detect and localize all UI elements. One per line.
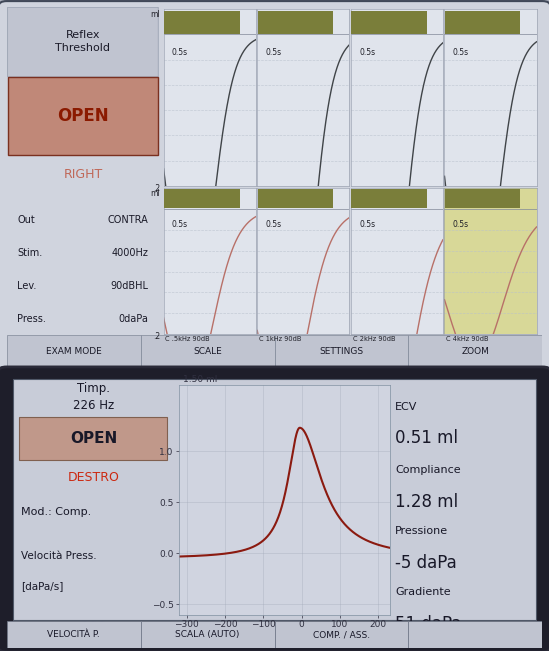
Text: ECV: ECV [395,402,417,411]
Bar [274,335,408,368]
Text: 4000Hz: 4000Hz [111,248,149,258]
Bar [19,417,167,460]
Bar [274,622,408,648]
Text: ml: ml [151,189,160,198]
Bar [141,335,274,368]
Text: ml: ml [151,10,160,19]
Text: 100: 100 [80,620,107,634]
Text: Press.: Press. [18,314,46,324]
Text: SCALE: SCALE [193,347,222,356]
Text: -5 daPa: -5 daPa [395,553,457,572]
Text: Stim.: Stim. [18,248,43,258]
Text: CONTRA: CONTRA [108,215,149,225]
Text: .2: .2 [153,332,160,340]
Text: Reflex
Threshold: Reflex Threshold [55,30,110,53]
Text: RIGHT: RIGHT [63,168,103,181]
Text: 0daPa: 0daPa [119,314,149,324]
Text: ZOOM: ZOOM [462,347,489,356]
Text: 1.28 ml: 1.28 ml [395,493,458,511]
Text: 90dBHL: 90dBHL [110,281,149,291]
Text: COMP. / ASS.: COMP. / ASS. [313,630,370,639]
Bar [408,622,542,648]
FancyBboxPatch shape [8,7,158,77]
Text: SETTINGS: SETTINGS [320,347,363,356]
Text: DESTRO: DESTRO [68,471,119,484]
Text: 51 daPa: 51 daPa [395,615,462,633]
Text: Timp.
226 Hz: Timp. 226 Hz [73,382,114,412]
Text: Gradiente: Gradiente [395,587,451,597]
Text: OPEN: OPEN [57,107,109,125]
Bar [8,77,158,155]
Text: [daPa/s]: [daPa/s] [21,581,64,591]
Text: .2: .2 [153,184,160,193]
Text: VELOCITÀ P.: VELOCITÀ P. [47,630,100,639]
FancyBboxPatch shape [0,1,549,373]
Text: Velocità Press.: Velocità Press. [21,551,97,561]
Text: Out: Out [18,215,35,225]
Text: OPEN: OPEN [70,431,117,446]
Bar [13,380,536,620]
FancyBboxPatch shape [0,367,549,651]
Bar [141,622,274,648]
Text: Pressione: Pressione [395,526,448,536]
Text: Lev.: Lev. [18,281,37,291]
Bar [7,335,141,368]
Text: SCALA (AUTO): SCALA (AUTO) [175,630,240,639]
Text: EXAM MODE: EXAM MODE [46,347,102,356]
Text: Compliance: Compliance [395,465,461,475]
Text: 0.51 ml: 0.51 ml [395,429,458,447]
Bar [7,622,141,648]
Bar [408,335,542,368]
Text: Mod.: Comp.: Mod.: Comp. [21,506,91,517]
